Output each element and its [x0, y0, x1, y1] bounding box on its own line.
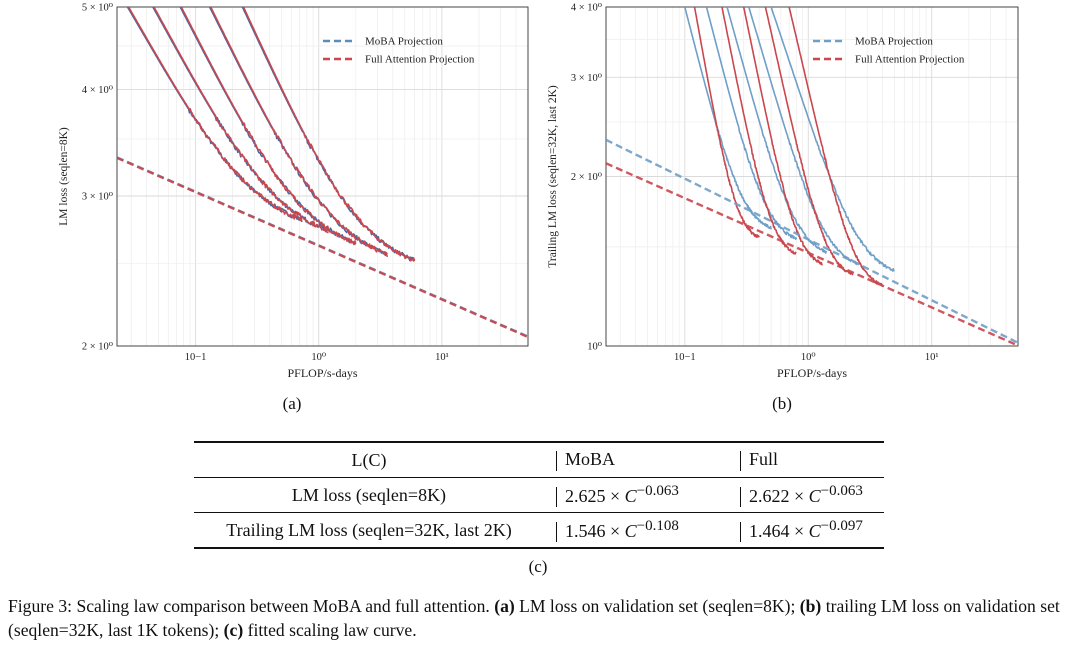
training-curve [127, 7, 303, 222]
y-tick-label: 2 × 10⁰ [571, 172, 602, 183]
chart-a: 2 × 10⁰ 3 × 10⁰ 4 × 10⁰ 5 × 10⁰ 10−1 10⁰ 10¹ PF… [58, 3, 529, 380]
table-cell-full: 2.622 × C−0.063 [728, 477, 884, 513]
training-curve [705, 7, 798, 241]
table-header-lc: L(C) [194, 441, 544, 478]
caption-lead: Figure 3: [8, 596, 73, 616]
y-tick-label: 5 × 10⁰ [82, 3, 113, 14]
training-curve [788, 7, 883, 287]
y-tick-label: 2 × 10⁰ [82, 342, 113, 353]
caption-b-tag: (b) [799, 596, 822, 616]
full-projection-line [117, 156, 528, 339]
x-tick-label: 10¹ [435, 352, 449, 363]
plot-frame [116, 6, 529, 347]
y-tick-label: 4 × 10⁰ [82, 85, 113, 96]
moba-projection-line [606, 138, 1018, 344]
training-curve [684, 7, 772, 230]
table-header-full: Full [728, 441, 884, 478]
y-axis-label: Trailing LM loss (seqlen=32K, last 2K) [547, 85, 559, 268]
legend-entry: MoBA Projection [855, 36, 933, 48]
table-cell-full: 1.464 × C−0.097 [728, 512, 884, 549]
caption-a-text: LM loss on validation set (seqlen=8K); [519, 596, 796, 616]
training-curve [742, 7, 823, 266]
table-row: LM loss (seqlen=8K) 2.625 × C−0.063 2.62… [194, 477, 884, 513]
plot-frame [605, 6, 1019, 347]
training-curve [242, 7, 416, 262]
plot-area [606, 7, 1018, 346]
full-projection-line [606, 162, 1018, 346]
training-curve [693, 7, 760, 238]
plot-area [117, 7, 528, 339]
y-tick-label: 3 × 10⁰ [82, 191, 113, 202]
table-header-row: L(C) MoBA Full [194, 441, 884, 478]
training-curve [153, 7, 329, 234]
caption-c-text: fitted scaling law curve. [247, 620, 417, 640]
caption-a-tag: (a) [494, 596, 515, 616]
training-curve [179, 7, 357, 245]
x-tick-label: 10⁰ [311, 352, 326, 363]
training-curve [209, 7, 389, 258]
table-header-full-text: Full [749, 449, 779, 470]
caption-text: Scaling law comparison between MoBA and … [76, 596, 490, 616]
table-header-moba-text: MoBA [565, 449, 616, 470]
scaling-law-table: L(C) MoBA Full LM loss (seqlen=8K) 2.625… [194, 441, 884, 549]
training-curve [726, 7, 828, 254]
x-tick-label: 10¹ [925, 352, 939, 363]
y-axis-label: LM loss (seqlen=8K) [58, 127, 70, 226]
panel-c-label: (c) [528, 557, 548, 576]
table-row: Trailing LM loss (seqlen=32K, last 2K) 1… [194, 512, 884, 549]
panel-b-label: (b) [772, 394, 792, 413]
training-curve [180, 7, 357, 246]
legend-entry: MoBA Projection [365, 36, 443, 48]
x-tick-label: 10−1 [185, 352, 207, 363]
panel-a-label: (a) [282, 394, 302, 413]
training-curve [748, 7, 859, 266]
training-curve [721, 7, 797, 255]
x-axis-label: PFLOP/s-days [777, 366, 847, 380]
chart-b: 10⁰ 2 × 10⁰ 3 × 10⁰ 4 × 10⁰ 10−1 10⁰ 10¹ PFLOP/… [547, 3, 1019, 380]
table-cell-moba: 1.546 × C−0.108 [544, 512, 728, 549]
y-tick-label: 10⁰ [587, 342, 602, 353]
table-header-moba: MoBA [544, 441, 728, 478]
table-row-label: LM loss (seqlen=8K) [194, 477, 544, 513]
caption-b-text: trailing LM loss on validation set (seql… [8, 596, 1060, 640]
training-curve [764, 7, 854, 276]
legend-entry: Full Attention Projection [365, 54, 475, 66]
legend-entry: Full Attention Projection [855, 54, 965, 66]
y-tick-label: 4 × 10⁰ [571, 3, 602, 14]
y-tick-label: 3 × 10⁰ [571, 73, 602, 84]
x-tick-label: 10−1 [674, 352, 696, 363]
x-axis-label: PFLOP/s-days [287, 366, 357, 380]
caption-c-tag: (c) [223, 620, 244, 640]
table-row-label: Trailing LM loss (seqlen=32K, last 2K) [194, 512, 544, 549]
figure-caption: Figure 3: Scaling law comparison between… [8, 594, 1076, 642]
table-cell-moba: 2.625 × C−0.063 [544, 477, 728, 513]
x-tick-label: 10⁰ [801, 352, 816, 363]
